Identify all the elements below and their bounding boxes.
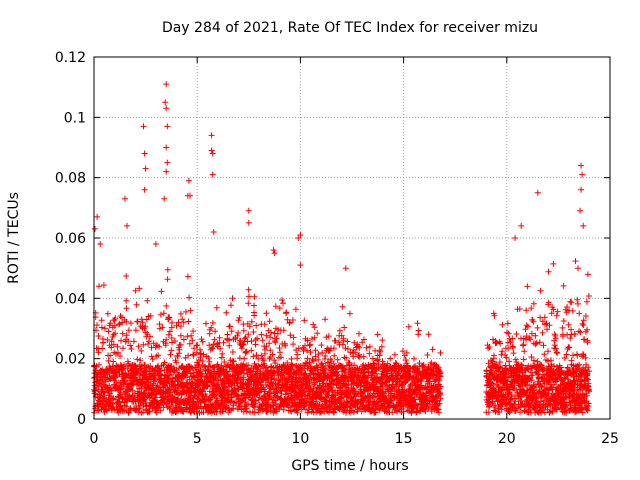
x-axis-label: GPS time / hours <box>291 458 408 474</box>
y-axis-label: ROTI / TECUs <box>6 192 22 284</box>
x-tick-label: 10 <box>291 431 309 447</box>
x-tick-label: 5 <box>193 431 202 447</box>
x-axis-ticks: 0 5 10 15 20 25 <box>90 57 619 447</box>
chart-title: Day 284 of 2021, Rate Of TEC Index for r… <box>162 20 538 36</box>
y-tick-label: 0 <box>77 412 86 428</box>
y-tick-label: 0.1 <box>64 110 86 126</box>
x-tick-label: 20 <box>498 431 516 447</box>
data-points <box>91 81 593 416</box>
y-tick-label: 0.06 <box>55 231 86 247</box>
y-tick-label: 0.04 <box>55 291 86 307</box>
x-tick-label: 15 <box>395 431 413 447</box>
y-axis-ticks: 0 0.02 0.04 0.06 0.08 0.1 0.12 <box>55 50 610 428</box>
y-tick-label: 0.12 <box>55 50 86 66</box>
x-tick-label: 25 <box>601 431 619 447</box>
roti-series-markers <box>91 81 593 416</box>
y-tick-label: 0.02 <box>55 352 86 368</box>
y-tick-label: 0.08 <box>55 171 86 187</box>
x-tick-label: 0 <box>90 431 99 447</box>
